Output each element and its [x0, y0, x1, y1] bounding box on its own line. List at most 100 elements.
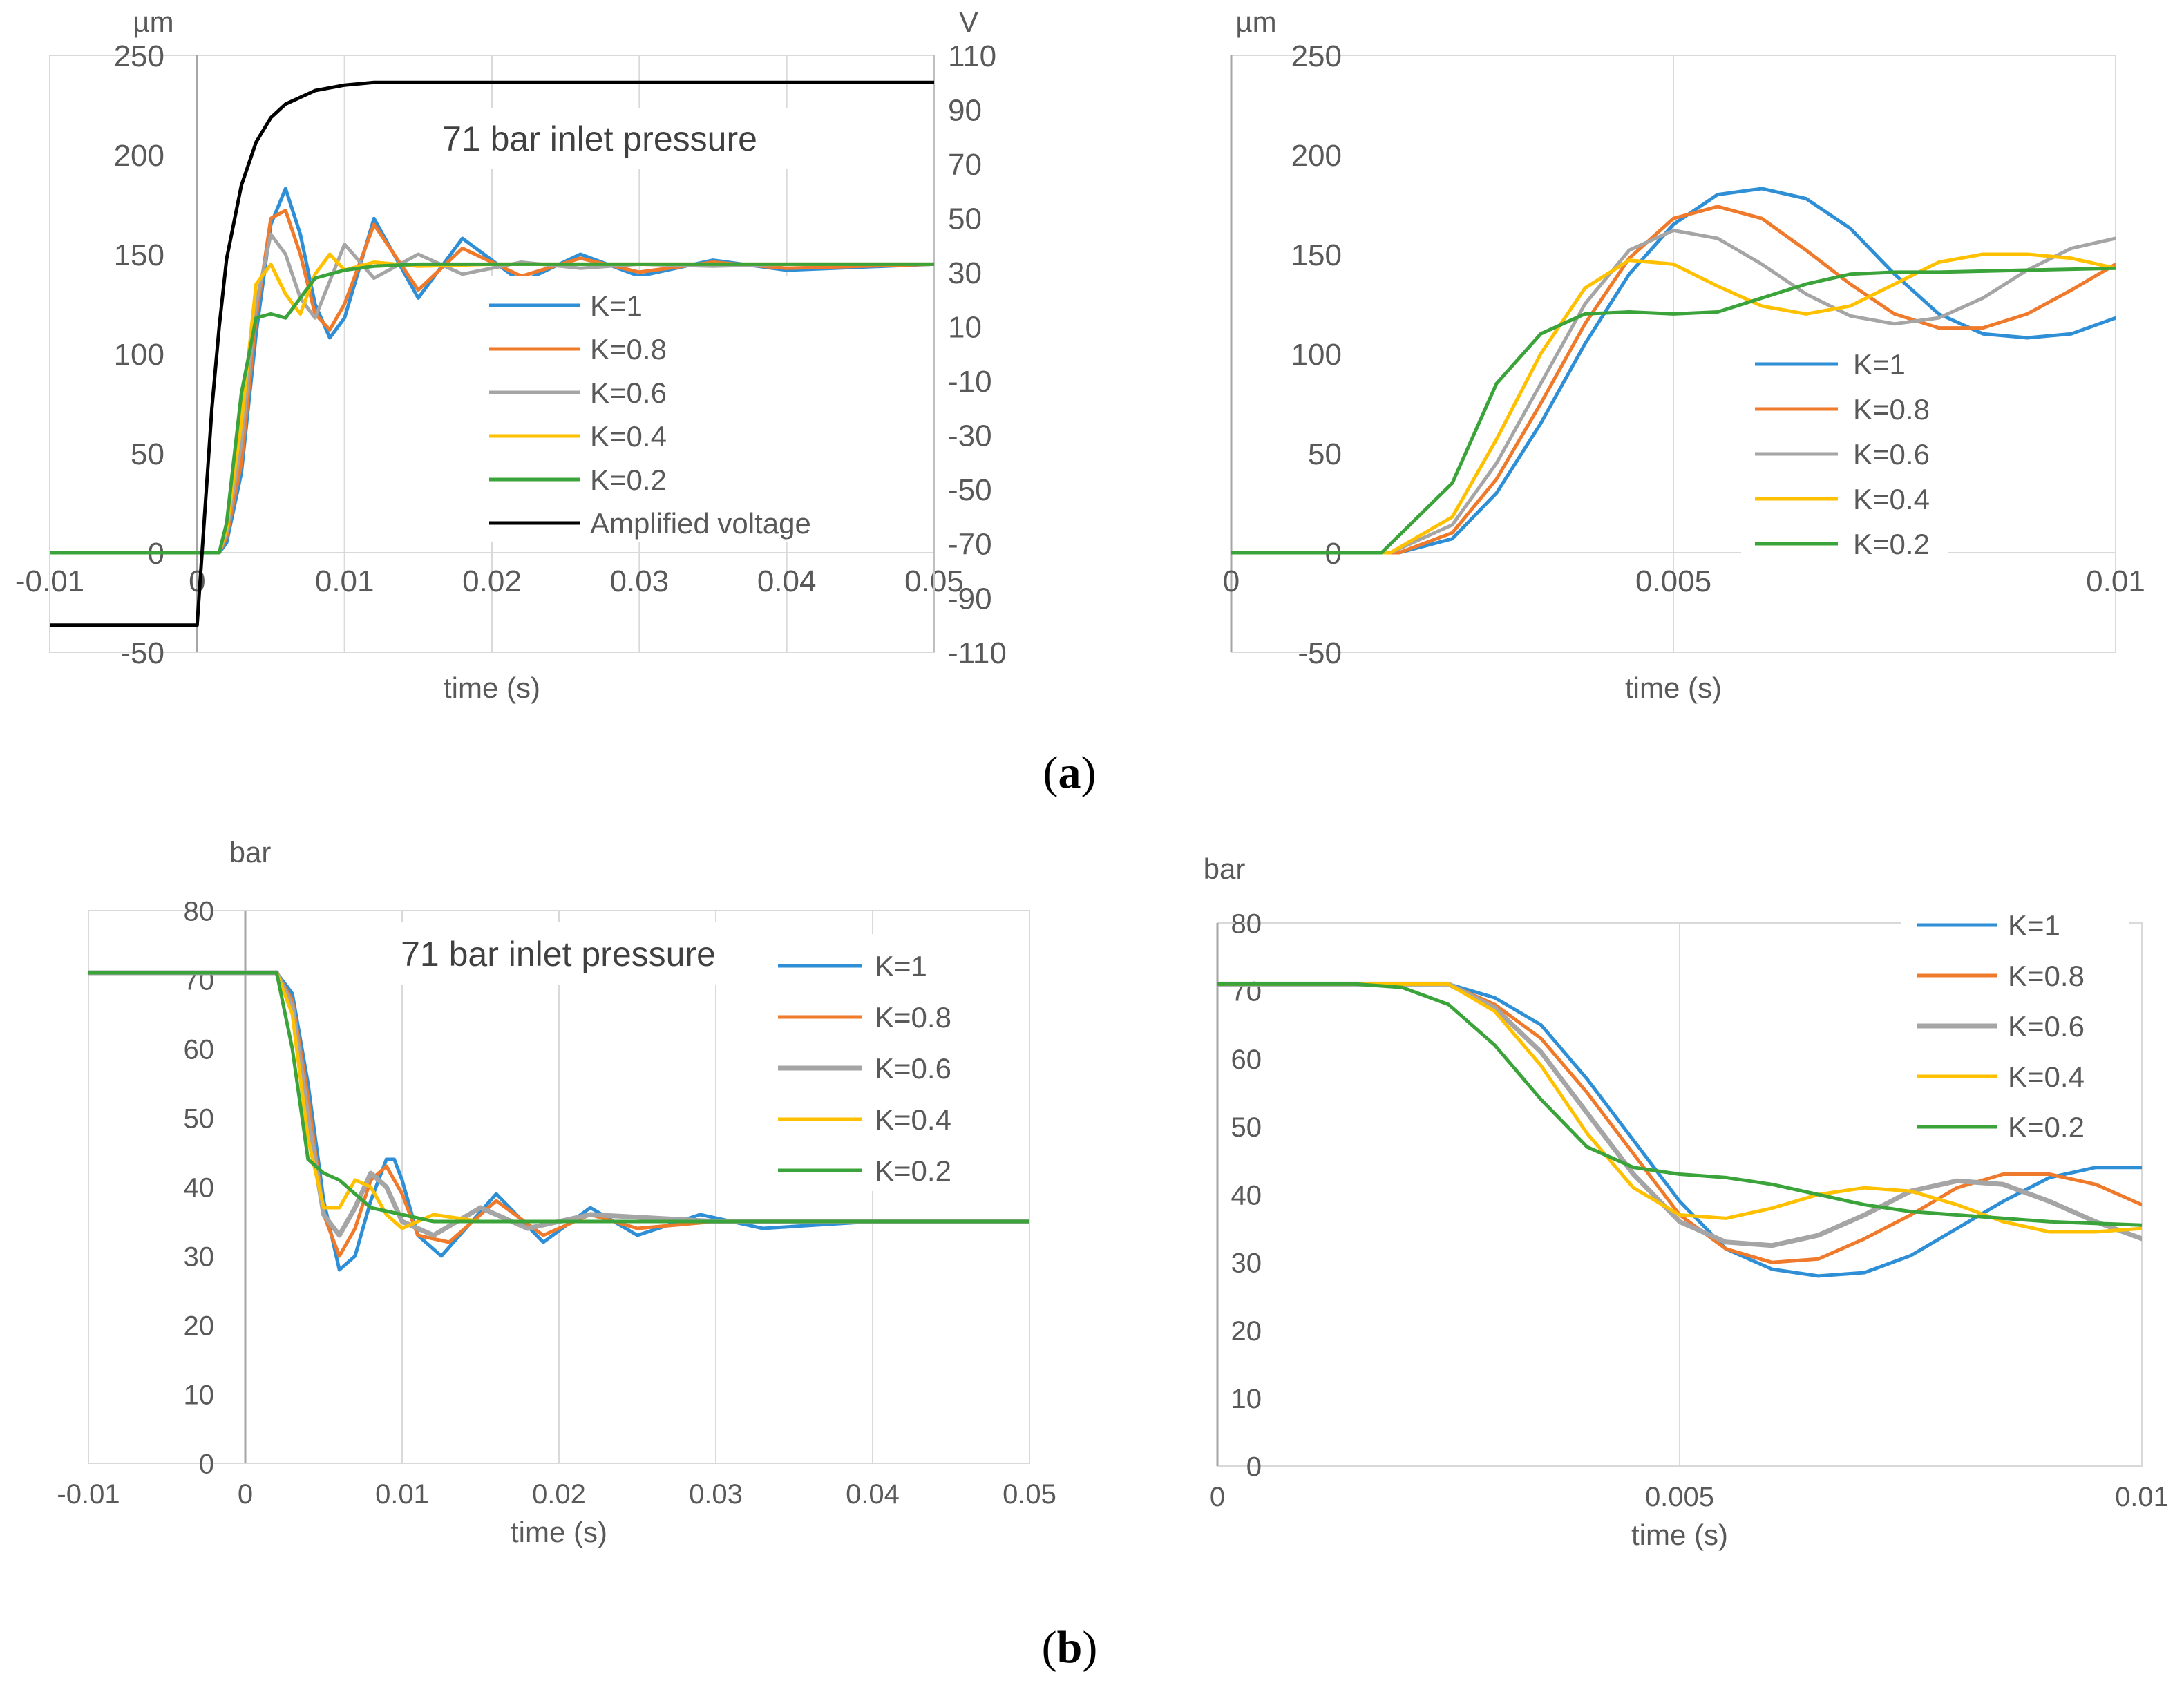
y-tick-label: 50	[184, 1103, 215, 1134]
y2-tick-label: 90	[948, 93, 982, 127]
series-line-k-0-4	[1217, 982, 2142, 1234]
x-tick-label: 0.05	[1003, 1479, 1056, 1510]
x-tick-label: 0	[1223, 564, 1240, 598]
legend-label: K=0.2	[2008, 1111, 2085, 1143]
y-tick-label: 100	[114, 338, 164, 372]
x-axis-label: time (s)	[511, 1516, 607, 1548]
legend-label: K=0.8	[2008, 960, 2085, 992]
y-axis-unit: µm	[133, 6, 173, 38]
y2-tick-label: 30	[948, 256, 982, 290]
x-tick-label: 0.02	[462, 564, 522, 598]
legend-label: K=0.2	[1853, 528, 1930, 560]
legend-label: K=0.4	[2008, 1061, 2085, 1093]
legend: K=1 K=0.8 K=0.6 K=0.4 K=0.2	[1741, 339, 1948, 567]
y-axis-unit: bar	[1204, 853, 1246, 885]
legend-label: K=0.6	[2008, 1010, 2085, 1043]
y-tick-label: 200	[1291, 139, 1342, 173]
y-tick-label: 60	[1231, 1045, 1262, 1075]
x-tick-label: 0	[1210, 1482, 1225, 1512]
x-tick-label: 0.03	[610, 564, 670, 598]
x-tick-label: 0	[189, 564, 205, 598]
series-group	[50, 80, 934, 627]
series-group	[1231, 187, 2116, 555]
x-tick-label: 0.02	[532, 1479, 586, 1510]
y2-tick-label: 70	[948, 148, 982, 182]
y2-tick-label: 10	[948, 311, 982, 345]
legend-label: K=0.6	[875, 1052, 951, 1085]
series-line-k-0-2	[88, 971, 1029, 1224]
x-tick-label: 0.04	[757, 564, 817, 598]
title-backdrop	[361, 922, 755, 985]
y-tick-label: 150	[114, 238, 164, 272]
y-axis-unit: bar	[229, 836, 272, 868]
y2-tick-label: -10	[948, 365, 992, 399]
x-tick-label: 0.005	[1635, 564, 1711, 598]
y-tick-label: 30	[184, 1242, 215, 1272]
legend: K=1 K=0.8 K=0.6 K=0.4 K=0.2	[1901, 909, 2129, 1163]
chart-b-left: -0.01 0 0.01 0.02 0.03 0.04 0.05 0 10 20 30 40 50 60 7…	[57, 836, 1056, 1548]
x-tick-label: 0	[238, 1479, 253, 1510]
series-group	[88, 970, 1029, 1272]
y2-tick-label: 50	[948, 202, 982, 236]
series-line-k-0-4	[1231, 252, 2116, 555]
y-tick-label: -50	[120, 636, 164, 670]
y-tick-label: 40	[1231, 1180, 1262, 1210]
caption-b: (b)	[1042, 1622, 1098, 1673]
series-line-k-0-6	[1231, 228, 2116, 555]
chart-title: 71 bar inlet pressure	[442, 120, 757, 158]
y-tick-label: 40	[184, 1172, 215, 1203]
x-tick-label: -0.01	[15, 564, 84, 598]
y2-tick-label: -110	[948, 636, 1007, 670]
legend-label: K=1	[1853, 348, 1906, 381]
legend-label: K=0.4	[590, 420, 667, 453]
legend-label: K=1	[590, 289, 643, 322]
series-line-k-0-8	[1231, 205, 2116, 555]
y-tick-label: 200	[114, 139, 164, 173]
series-group	[1217, 981, 2142, 1278]
series-line-k-0-8	[1217, 982, 2142, 1264]
x-tick-label: 0.03	[689, 1479, 743, 1510]
chart-a-left: -0.01 0 0.01 0.02 0.03 0.04 0.05-5005010015020…	[15, 6, 1007, 704]
legend-label: K=0.4	[875, 1103, 951, 1136]
y-tick-label: 0	[1246, 1452, 1262, 1482]
y2-tick-label: -30	[948, 419, 992, 453]
y-tick-label: -50	[1298, 636, 1342, 670]
series-line-k-0-6	[1217, 981, 2142, 1248]
y2-axis-unit: V	[959, 6, 978, 38]
y-tick-label: 150	[1291, 238, 1342, 272]
legend-label: K=1	[875, 950, 927, 982]
legend-label: K=0.6	[590, 377, 667, 409]
legend-label: K=0.8	[590, 333, 667, 365]
x-axis-label: time (s)	[1625, 672, 1722, 704]
y-tick-label: 0	[199, 1449, 214, 1479]
y-tick-label: 80	[1231, 909, 1262, 939]
y-tick-label: 70	[1231, 977, 1262, 1007]
x-axis-label: time (s)	[444, 672, 540, 704]
x-tick-label: 0.01	[375, 1479, 429, 1510]
y-tick-label: 70	[184, 965, 215, 996]
legend-backdrop	[1901, 909, 2129, 1163]
y2-tick-label: -70	[948, 528, 992, 562]
y-tick-label: 50	[1231, 1112, 1262, 1143]
legend-backdrop	[470, 276, 877, 542]
legend-label: K=0.4	[1853, 483, 1930, 515]
series-line-k-0-2	[1231, 266, 2116, 555]
series-line-amplified-voltage	[50, 80, 934, 627]
caption-a: (a)	[1043, 748, 1096, 798]
legend-label: K=0.8	[1853, 393, 1930, 426]
y-tick-label: 20	[184, 1311, 215, 1341]
y-tick-label: 50	[131, 437, 164, 471]
series-line-k-1	[1217, 982, 2142, 1278]
legend: K=1 K=0.8 K=0.6 K=0.4 K=0.2	[757, 934, 985, 1191]
y-tick-label: 10	[184, 1380, 215, 1410]
x-tick-label: 0.01	[315, 564, 374, 598]
y-tick-label: 10	[1231, 1384, 1262, 1414]
series-line-k-0-4	[88, 971, 1029, 1230]
chart-title: 71 bar inlet pressure	[401, 935, 716, 973]
y-tick-label: 100	[1291, 338, 1342, 372]
legend-label: K=0.2	[875, 1154, 951, 1187]
x-tick-label: 0.005	[1645, 1482, 1714, 1512]
x-tick-label: 0.01	[2086, 564, 2145, 598]
